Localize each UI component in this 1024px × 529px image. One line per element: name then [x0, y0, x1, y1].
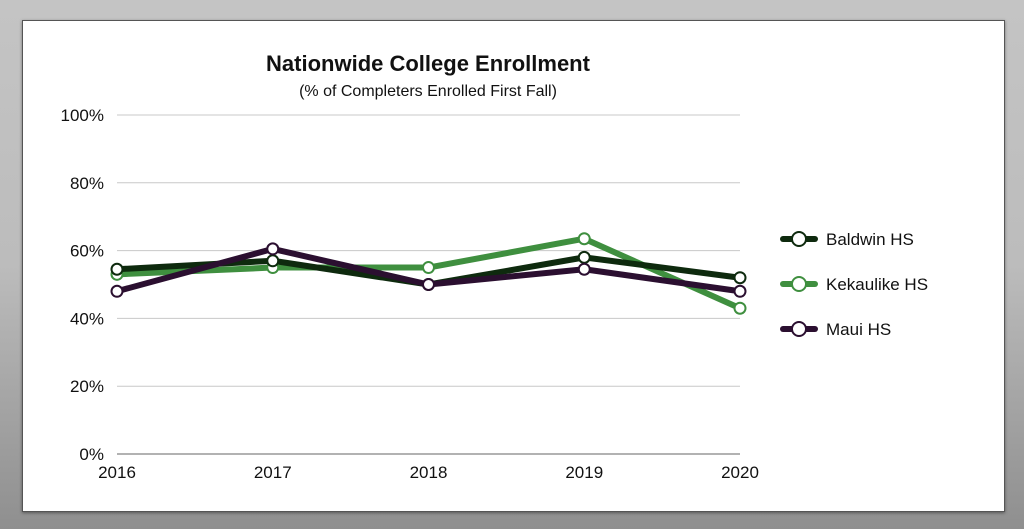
legend: Baldwin HS Kekaulike HS Maui HS	[780, 230, 928, 339]
legend-item: Baldwin HS	[780, 230, 914, 249]
data-point	[266, 254, 280, 268]
y-axis-ticks: 0% 20% 40% 60% 80% 100%	[61, 106, 104, 464]
data-point	[733, 284, 747, 298]
data-point	[577, 250, 591, 264]
legend-label: Baldwin HS	[826, 230, 914, 249]
chart-title: Nationwide College Enrollment	[266, 51, 591, 76]
x-tick-label: 2018	[410, 463, 448, 482]
x-tick-label: 2017	[254, 463, 292, 482]
legend-item: Kekaulike HS	[780, 275, 928, 294]
legend-item: Maui HS	[780, 320, 891, 339]
data-point	[266, 242, 280, 256]
x-axis-ticks: 2016 2017 2018 2019 2020	[98, 463, 759, 482]
y-tick-label: 80%	[70, 174, 104, 193]
data-point	[110, 262, 124, 276]
legend-marker	[791, 321, 807, 337]
legend-label: Maui HS	[826, 320, 891, 339]
y-tick-label: 0%	[79, 445, 104, 464]
y-tick-label: 100%	[61, 106, 104, 125]
y-tick-label: 20%	[70, 377, 104, 396]
data-point	[110, 284, 124, 298]
data-point	[422, 278, 435, 291]
legend-label: Kekaulike HS	[826, 275, 928, 294]
data-point	[733, 301, 747, 315]
gridlines	[117, 114, 740, 455]
y-tick-label: 60%	[70, 242, 104, 261]
x-tick-label: 2016	[98, 463, 136, 482]
x-tick-label: 2019	[565, 463, 603, 482]
data-point	[577, 262, 591, 276]
legend-marker	[791, 276, 807, 292]
chart-subtitle: (% of Completers Enrolled First Fall)	[299, 83, 557, 100]
legend-marker	[791, 231, 807, 247]
y-tick-label: 40%	[70, 309, 104, 328]
data-point	[422, 261, 435, 275]
series-points	[110, 232, 747, 315]
data-point	[577, 232, 591, 246]
data-point	[733, 271, 747, 285]
x-tick-label: 2020	[721, 463, 759, 482]
